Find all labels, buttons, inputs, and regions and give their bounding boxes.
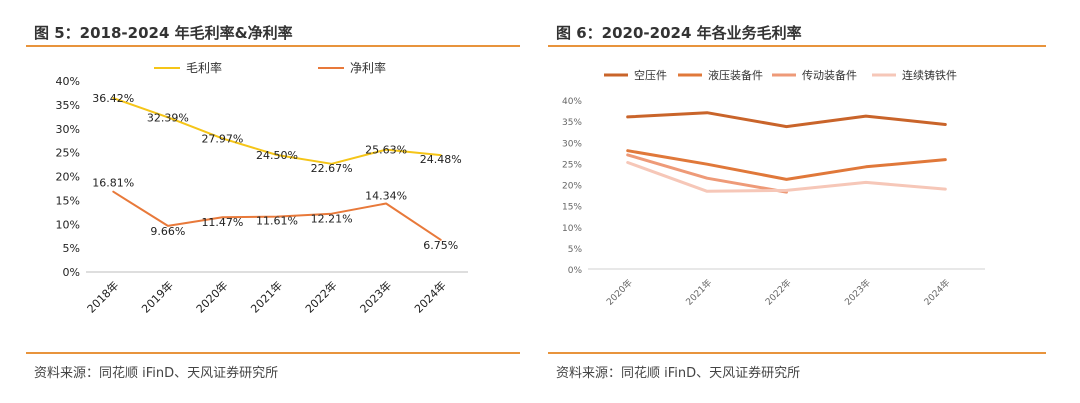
y-tick-label: 10%: [562, 224, 582, 234]
y-tick-label: 30%: [562, 139, 582, 149]
x-tick-label: 2020年: [604, 277, 635, 308]
series-line: [626, 161, 947, 193]
chart-title-left: 图 5：2018-2024 年毛利率&净利率: [34, 24, 293, 42]
x-tick-label: 2021年: [248, 278, 285, 315]
x-tick-label: 2024年: [921, 277, 952, 308]
y-tick-label: 5%: [568, 245, 583, 255]
x-tick-label: 2024年: [411, 278, 448, 315]
y-tick-label: 15%: [562, 203, 582, 213]
y-tick-label: 40%: [562, 97, 582, 107]
data-label: 9.66%: [150, 225, 185, 238]
data-label: 22.67%: [311, 162, 353, 175]
legend-label: 连续铸铁件: [902, 68, 957, 82]
x-tick-label: 2020年: [193, 278, 230, 315]
source-note-right: 资料来源：同花顺 iFinD、天风证券研究所: [556, 366, 801, 381]
footer-divider-left: [26, 352, 520, 354]
footer-divider-right: [548, 352, 1046, 354]
series-line: [112, 97, 442, 165]
y-tick-label: 0%: [63, 266, 80, 279]
data-label: 32.39%: [147, 111, 189, 124]
source-note-left: 资料来源：同花顺 iFinD、天风证券研究所: [34, 366, 279, 381]
legend-label: 毛利率: [186, 60, 222, 75]
x-tick-label: 2022年: [302, 278, 339, 315]
y-tick-label: 0%: [568, 266, 583, 276]
data-label: 6.75%: [423, 239, 458, 252]
right-chart-panel: 图 6：2020-2024 年各业务毛利率 0% 5% 10% 15% 20% 25% 30…: [540, 0, 1080, 403]
data-label: 11.47%: [201, 216, 243, 229]
data-label: 12.21%: [311, 213, 353, 226]
series-line: [626, 149, 947, 181]
legend-label: 空压件: [634, 68, 667, 82]
x-tick-label: 2022年: [763, 277, 794, 308]
y-tick-label: 5%: [63, 242, 80, 255]
x-tick-label: 2021年: [683, 277, 714, 308]
y-tick-label: 10%: [56, 218, 80, 231]
left-chart-panel: 图 5：2018-2024 年毛利率&净利率 0% 5% 10% 15% 20% 25% 3…: [26, 24, 520, 381]
x-tick-label: 2019年: [139, 278, 176, 315]
data-label: 14.34%: [365, 190, 407, 203]
data-label: 25.63%: [365, 144, 407, 157]
legend-label: 净利率: [350, 60, 386, 75]
data-label: 24.48%: [420, 153, 462, 166]
title-divider-right: [548, 45, 1046, 47]
data-label: 36.42%: [92, 92, 134, 105]
y-tick-label: 40%: [56, 75, 80, 88]
data-label: 27.97%: [201, 132, 243, 145]
x-tick-label: 2023年: [842, 277, 873, 308]
legend-label: 液压装备件: [708, 68, 763, 82]
data-label: 24.50%: [256, 149, 298, 162]
legend-label: 传动装备件: [802, 68, 857, 82]
gross-net-margin-chart: 0% 5% 10% 15% 20% 25% 30% 35% 40% 2018年 2019年 2020年…: [56, 60, 468, 316]
x-tick-label: 2018年: [84, 278, 121, 315]
y-tick-label: 25%: [56, 147, 80, 160]
y-tick-label: 30%: [56, 123, 80, 136]
data-label: 16.81%: [92, 177, 134, 190]
y-tick-label: 35%: [562, 118, 582, 128]
segment-margin-chart: 0% 5% 10% 15% 20% 25% 30% 35% 40% 2020年 2021年 2022年…: [562, 68, 985, 308]
y-tick-label: 15%: [56, 194, 80, 207]
series-line: [112, 190, 442, 241]
chart-title-right: 图 6：2020-2024 年各业务毛利率: [556, 24, 802, 42]
y-tick-label: 25%: [562, 160, 582, 170]
y-tick-label: 35%: [56, 99, 80, 112]
x-tick-label: 2023年: [357, 278, 394, 315]
y-tick-label: 20%: [562, 182, 582, 192]
series-line: [626, 153, 788, 194]
title-divider-left: [26, 45, 520, 47]
series-line: [626, 111, 947, 129]
data-label: 11.61%: [256, 215, 298, 228]
y-tick-label: 20%: [56, 171, 80, 184]
